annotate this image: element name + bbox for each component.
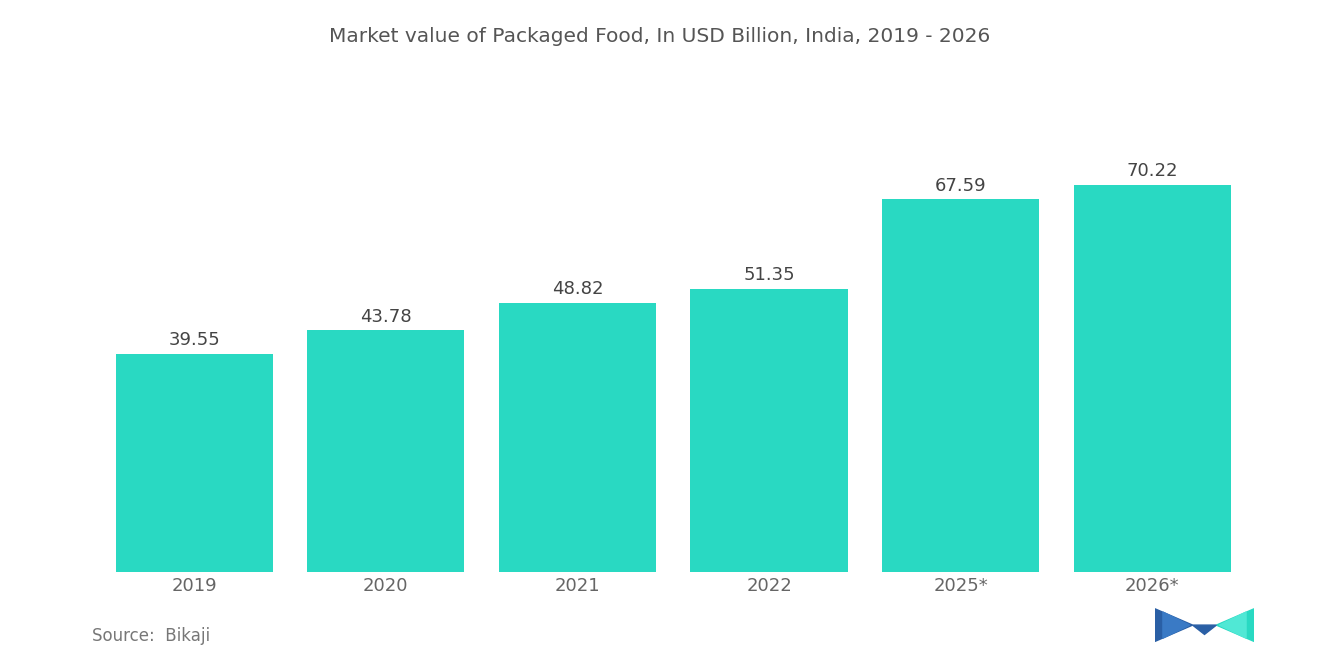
Polygon shape bbox=[1220, 612, 1246, 638]
Bar bbox=[1073, 184, 1230, 572]
Polygon shape bbox=[1163, 612, 1189, 638]
Bar bbox=[882, 199, 1039, 572]
Bar bbox=[690, 289, 847, 572]
Text: Source:  Bikaji: Source: Bikaji bbox=[92, 627, 210, 645]
Text: 39.55: 39.55 bbox=[168, 331, 220, 349]
Text: Market value of Packaged Food, In USD Billion, India, 2019 - 2026: Market value of Packaged Food, In USD Bi… bbox=[330, 27, 990, 46]
Text: 67.59: 67.59 bbox=[935, 177, 986, 195]
Bar bbox=[308, 331, 465, 572]
Text: 70.22: 70.22 bbox=[1126, 162, 1177, 180]
Polygon shape bbox=[1155, 609, 1193, 641]
Text: 51.35: 51.35 bbox=[743, 266, 795, 284]
Polygon shape bbox=[1217, 609, 1254, 641]
Bar bbox=[499, 303, 656, 572]
Text: 43.78: 43.78 bbox=[360, 308, 412, 326]
Polygon shape bbox=[1193, 625, 1217, 634]
Bar bbox=[116, 354, 273, 572]
Text: 48.82: 48.82 bbox=[552, 280, 603, 298]
